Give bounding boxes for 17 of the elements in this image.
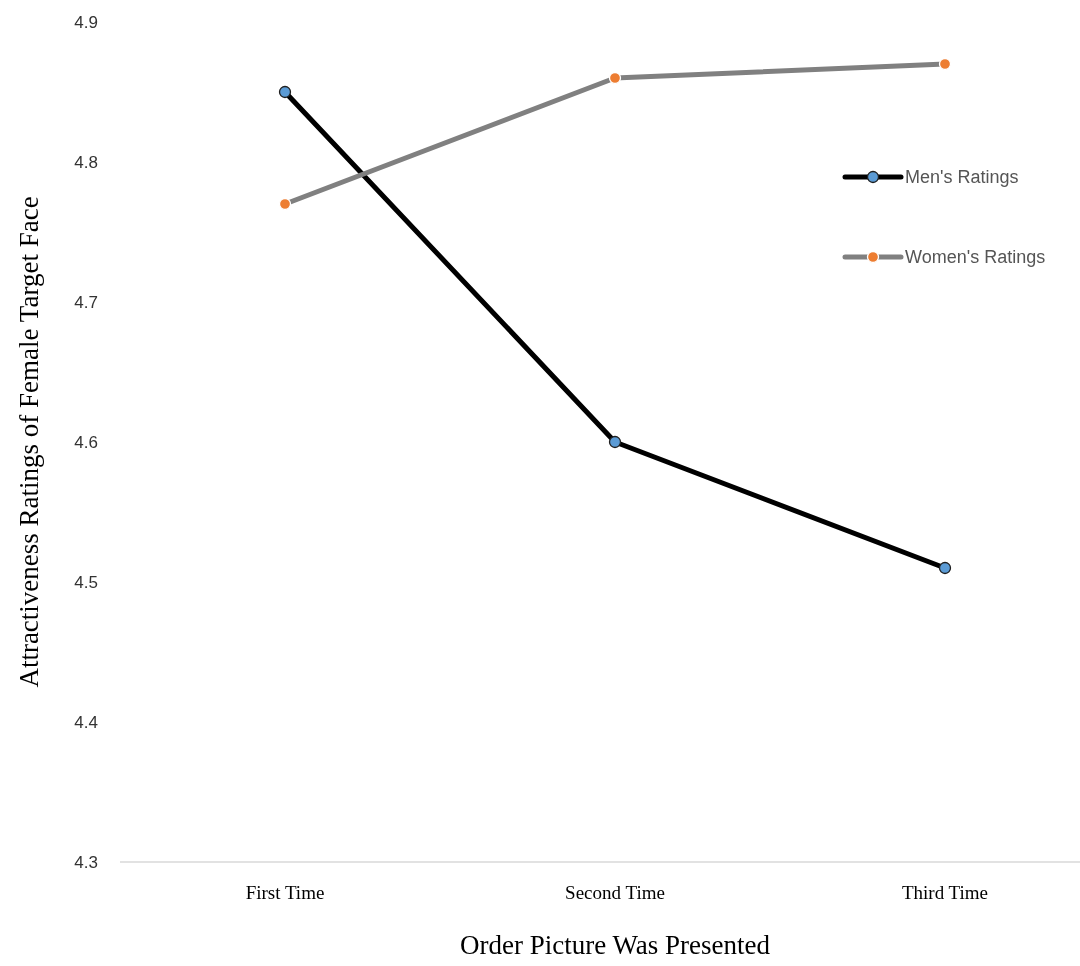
legend-label: Women's Ratings (905, 247, 1046, 268)
x-axis-title: Order Picture Was Presented (460, 930, 771, 960)
y-tick-label: 4.9 (74, 12, 98, 32)
point (278, 85, 292, 99)
point (608, 435, 622, 449)
x-tick-label: Third Time (901, 882, 989, 903)
x-tick-label: Second Time (565, 882, 665, 903)
y-tick-label: 4.3 (74, 852, 98, 872)
x-tick-label: First Time (245, 882, 325, 903)
legend-label: Men's Ratings (905, 167, 1019, 188)
y-tick-label: 4.7 (74, 292, 98, 312)
y-tick-label: 4.4 (74, 712, 98, 732)
y-tick-label: 4.5 (74, 572, 98, 592)
y-axis-title: Attractiveness Ratings of Female Target Face (14, 196, 44, 688)
y-tick-label: 4.8 (74, 152, 98, 172)
y-tick-label: 4.6 (74, 432, 98, 452)
point (938, 561, 952, 575)
